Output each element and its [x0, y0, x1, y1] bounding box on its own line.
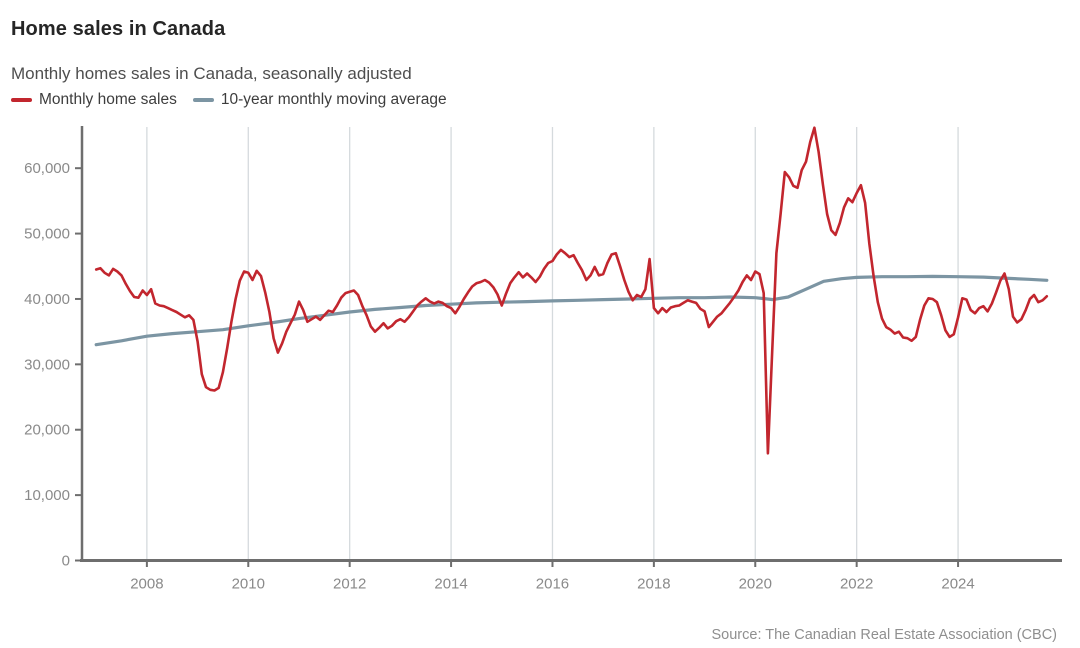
- page-title: Home sales in Canada: [11, 18, 226, 41]
- y-axis-tick-label: 60,000: [24, 160, 70, 177]
- gray-line-swatch-icon: [192, 98, 214, 102]
- chart-legend: Monthly home sales 10-year monthly movin…: [11, 91, 447, 109]
- red-line-swatch-icon: [11, 98, 32, 102]
- legend-item-monthly-home-sales: Monthly home sales: [11, 91, 177, 109]
- legend-item-moving-average: 10-year monthly moving average: [192, 91, 447, 109]
- y-axis-tick-label: 40,000: [24, 291, 70, 308]
- monthly-sales-line: [94, 126, 1049, 455]
- x-axis-tick-label: 2022: [840, 576, 873, 593]
- chart-subtitle: Monthly homes sales in Canada, seasonall…: [11, 64, 412, 83]
- x-axis-tick-label: 2008: [130, 576, 163, 593]
- legend-label-monthly-home-sales: Monthly home sales: [39, 91, 177, 108]
- moving-average-line: [94, 274, 1049, 347]
- y-axis-tick-label: 30,000: [24, 356, 70, 373]
- x-axis-tick-label: 2018: [637, 576, 670, 593]
- source-credit: Source: The Canadian Real Estate Associa…: [711, 627, 1058, 643]
- x-axis-tick-label: 2014: [434, 576, 467, 593]
- y-axis-tick-label: 0: [62, 553, 70, 570]
- y-axis-tick-label: 10,000: [24, 487, 70, 504]
- x-axis-tick-label: 2010: [232, 576, 265, 593]
- x-axis-tick-label: 2012: [333, 576, 366, 593]
- legend-label-moving-average: 10-year monthly moving average: [220, 91, 447, 108]
- x-axis-tick-label: 2024: [941, 576, 974, 593]
- y-axis-tick-label: 50,000: [24, 226, 70, 243]
- x-axis-tick-label: 2020: [739, 576, 772, 593]
- x-axis-tick-label: 2016: [536, 576, 569, 593]
- y-axis-tick-label: 20,000: [24, 422, 70, 439]
